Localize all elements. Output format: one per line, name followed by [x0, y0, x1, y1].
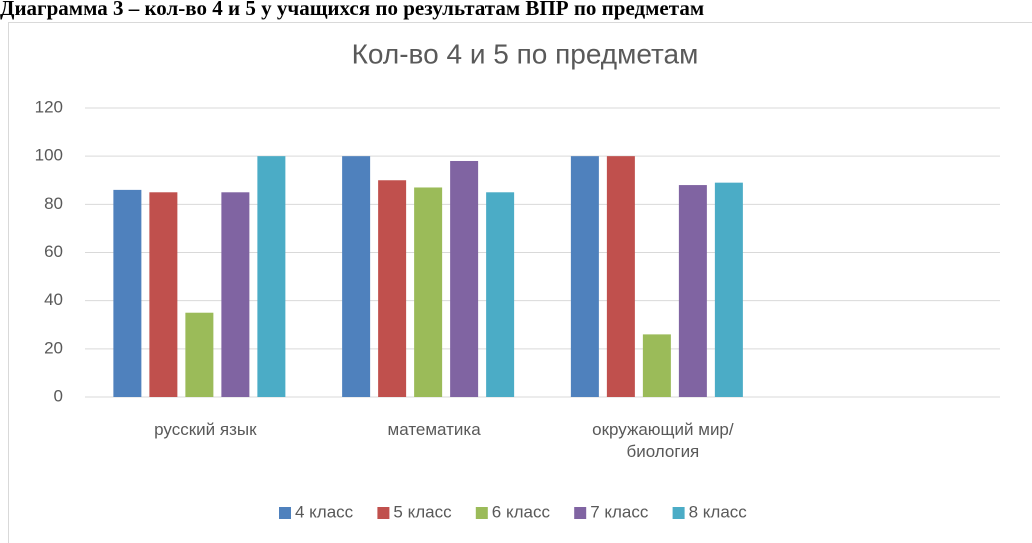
- bar: [221, 192, 250, 397]
- legend-swatch: [377, 507, 390, 519]
- y-tick-label: 20: [44, 338, 63, 357]
- y-tick-label: 100: [35, 146, 63, 165]
- legend-label: 7 класс: [590, 502, 649, 521]
- y-tick-label: 80: [44, 194, 63, 213]
- legend-label: 6 класс: [492, 502, 551, 521]
- bar: [450, 160, 479, 397]
- bar: [342, 156, 371, 397]
- bar: [714, 182, 743, 397]
- y-tick-label: 120: [35, 97, 63, 116]
- legend-label: 4 класс: [295, 502, 354, 521]
- heading: Диаграмма 3 – кол-во 4 и 5 у учащихся по…: [0, 0, 705, 20]
- bar: [486, 192, 515, 397]
- bar: [149, 192, 178, 397]
- bar: [257, 156, 286, 397]
- x-tick-label: окружающий мир/биология: [592, 420, 734, 461]
- x-tick-label: математика: [387, 420, 481, 439]
- legend-swatch: [574, 507, 587, 519]
- bar: [113, 189, 142, 397]
- bar: [678, 185, 707, 397]
- y-tick-label: 60: [44, 242, 63, 261]
- bar: [185, 312, 214, 397]
- y-tick-label: 40: [44, 290, 63, 309]
- chart-border: [8, 22, 1032, 543]
- bar: [414, 187, 443, 397]
- legend-swatch: [672, 507, 685, 519]
- x-tick-label: русский язык: [154, 420, 257, 439]
- bar: [378, 180, 407, 397]
- bar: [606, 156, 635, 397]
- bar: [642, 334, 671, 397]
- legend-swatch: [279, 507, 291, 519]
- legend-label: 8 класс: [689, 502, 748, 521]
- legend-label: 5 класс: [393, 502, 452, 521]
- bar: [570, 156, 599, 397]
- legend-swatch: [475, 507, 488, 519]
- chart-title: Кол-во 4 и 5 по предметам: [352, 38, 699, 69]
- y-tick-label: 0: [54, 386, 63, 405]
